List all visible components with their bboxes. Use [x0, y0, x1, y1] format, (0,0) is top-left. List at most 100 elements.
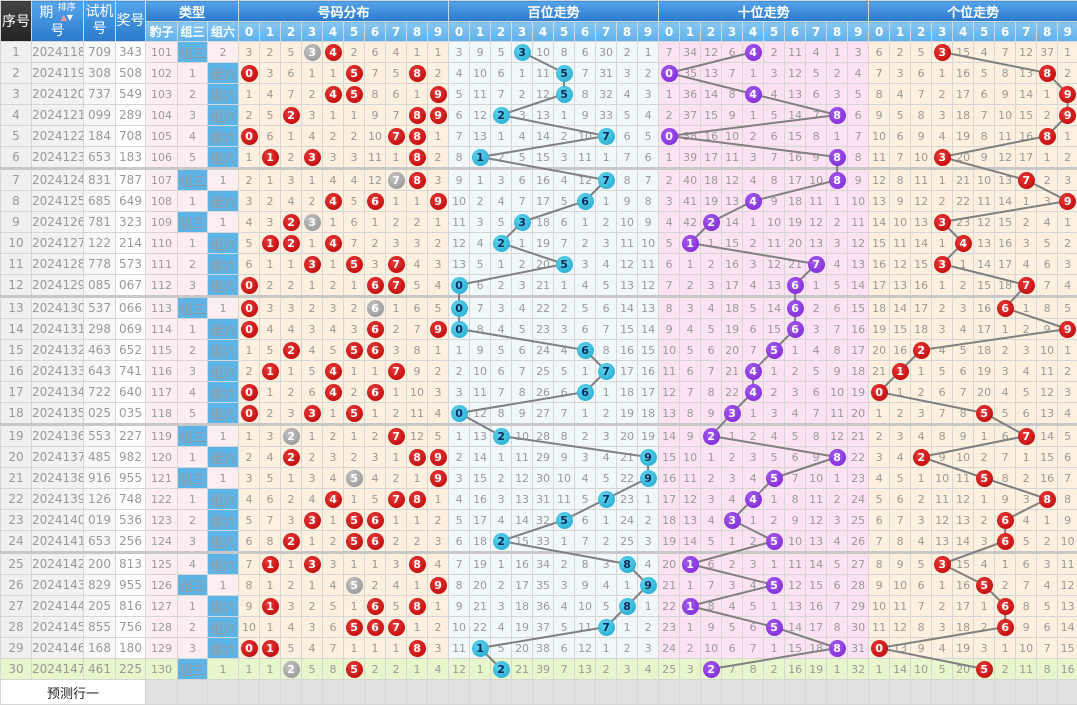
units-ball: 6	[997, 512, 1014, 529]
tens-cell: 20	[785, 233, 806, 254]
forecast-cell[interactable]	[281, 680, 302, 705]
tens-cell: 8	[701, 382, 722, 403]
hundreds-cell: 7	[596, 361, 617, 382]
subheader-tens-3: 3	[722, 22, 743, 42]
forecast-cell[interactable]	[974, 680, 995, 705]
forecast-cell[interactable]	[512, 680, 533, 705]
tens-cell: 2	[743, 531, 764, 553]
forecast-cell[interactable]	[743, 680, 764, 705]
subheader-tens-1: 1	[680, 22, 701, 42]
forecast-cell[interactable]	[1058, 680, 1077, 705]
forecast-cell[interactable]	[208, 680, 239, 705]
tens-cell: 4	[743, 382, 764, 403]
tens-cell: 1	[743, 105, 764, 126]
forecast-cell[interactable]	[701, 680, 722, 705]
forecast-cell[interactable]	[178, 680, 208, 705]
forecast-cell[interactable]	[785, 680, 806, 705]
row-issue: 2024134	[32, 382, 84, 403]
dist-ball: 7	[388, 277, 405, 294]
row-issue: 2024124	[32, 169, 84, 191]
hundreds-cell: 2	[554, 297, 575, 319]
row-issue: 2024132	[32, 340, 84, 361]
forecast-cell[interactable]	[953, 680, 974, 705]
forecast-cell[interactable]	[554, 680, 575, 705]
units-cell: 2	[932, 297, 953, 319]
tens-ball: 7	[808, 256, 825, 273]
units-cell: 12	[932, 510, 953, 531]
hundreds-cell: 4	[491, 617, 512, 638]
dist-cell: 7	[386, 126, 407, 147]
forecast-cell[interactable]	[386, 680, 407, 705]
dist-cell: 0	[239, 126, 260, 147]
tens-cell: 3	[764, 403, 785, 425]
forecast-cell[interactable]	[1016, 680, 1037, 705]
hundreds-cell: 38	[533, 638, 554, 659]
forecast-cell[interactable]	[302, 680, 323, 705]
units-cell: 17	[1016, 147, 1037, 169]
hundreds-ball: 7	[598, 172, 615, 189]
forecast-cell[interactable]	[911, 680, 932, 705]
forecast-cell[interactable]	[146, 680, 178, 705]
forecast-cell[interactable]	[659, 680, 680, 705]
forecast-cell[interactable]	[806, 680, 827, 705]
hundreds-cell: 9	[617, 191, 638, 212]
dist-cell: 5	[344, 403, 365, 425]
header-issue[interactable]: 期 排序▲▼ 号	[32, 1, 84, 42]
hundreds-cell: 4	[638, 659, 659, 680]
forecast-cell[interactable]	[428, 680, 449, 705]
forecast-cell[interactable]	[596, 680, 617, 705]
tens-cell: 35	[680, 63, 701, 84]
forecast-cell[interactable]	[470, 680, 491, 705]
row-zusan: 组三	[178, 42, 208, 63]
hundreds-cell: 8	[617, 596, 638, 617]
forecast-cell[interactable]	[239, 680, 260, 705]
hundreds-cell: 5	[449, 84, 470, 105]
tens-ball: 2	[703, 214, 720, 231]
forecast-cell[interactable]	[995, 680, 1016, 705]
row-baozi: 111	[146, 254, 178, 275]
forecast-cell[interactable]	[491, 680, 512, 705]
forecast-cell[interactable]	[869, 680, 890, 705]
tens-cell: 5	[764, 531, 785, 553]
tens-cell: 28	[848, 575, 869, 596]
forecast-cell[interactable]	[932, 680, 953, 705]
forecast-cell[interactable]	[827, 680, 848, 705]
dist-ball: 5	[346, 342, 363, 359]
tens-cell: 7	[785, 468, 806, 489]
row-test-number: 085	[84, 275, 116, 297]
dist-ball: 8	[409, 640, 426, 657]
tens-cell: 22	[722, 382, 743, 403]
forecast-cell[interactable]	[260, 680, 281, 705]
forecast-cell[interactable]	[575, 680, 596, 705]
forecast-cell[interactable]	[1037, 680, 1058, 705]
forecast-cell[interactable]	[323, 680, 344, 705]
units-cell: 17	[911, 297, 932, 319]
forecast-cell[interactable]	[722, 680, 743, 705]
hundreds-cell: 1	[596, 382, 617, 403]
forecast-cell[interactable]	[890, 680, 911, 705]
hundreds-cell: 6	[575, 42, 596, 63]
forecast-cell[interactable]	[344, 680, 365, 705]
units-cell: 7	[995, 42, 1016, 63]
dist-cell: 8	[365, 84, 386, 105]
tens-cell: 4	[806, 340, 827, 361]
tens-cell: 20	[722, 340, 743, 361]
units-cell: 9	[869, 105, 890, 126]
forecast-cell[interactable]	[848, 680, 869, 705]
sort-button[interactable]: 排序▲▼	[58, 3, 76, 23]
forecast-cell[interactable]	[407, 680, 428, 705]
tens-ball: 8	[829, 172, 846, 189]
row-seq: 1	[1, 42, 32, 63]
tens-cell: 14	[680, 531, 701, 553]
row-test-number: 025	[84, 403, 116, 425]
forecast-cell[interactable]	[680, 680, 701, 705]
dist-cell: 1	[344, 638, 365, 659]
forecast-cell[interactable]	[764, 680, 785, 705]
forecast-cell[interactable]	[533, 680, 554, 705]
forecast-cell[interactable]	[617, 680, 638, 705]
forecast-cell[interactable]	[638, 680, 659, 705]
hundreds-cell: 4	[575, 468, 596, 489]
forecast-cell[interactable]	[449, 680, 470, 705]
forecast-cell[interactable]	[365, 680, 386, 705]
subheader-units-5: 5	[974, 22, 995, 42]
